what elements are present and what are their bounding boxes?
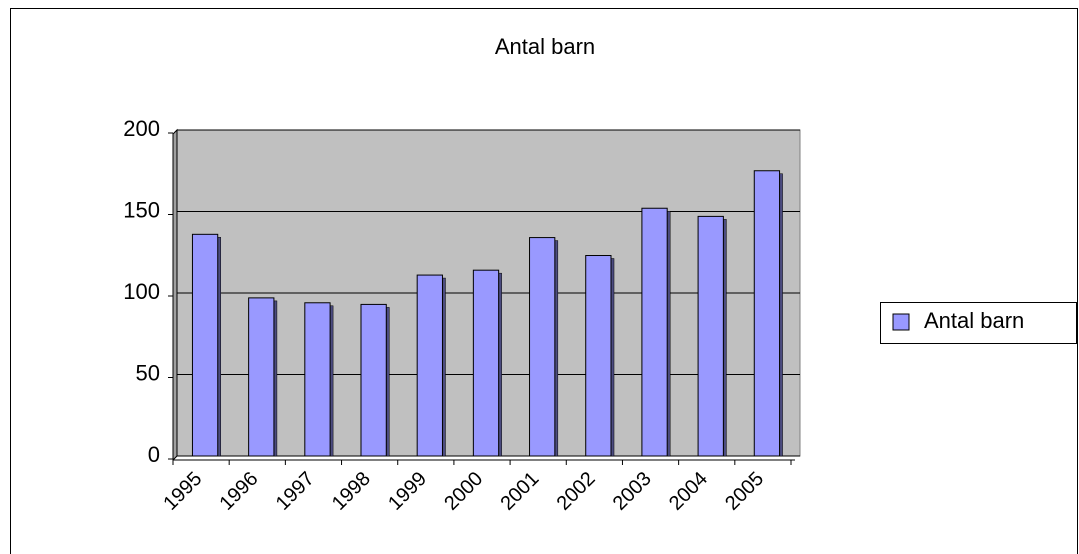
y-tick-label: 150 (123, 197, 160, 222)
bar (529, 237, 556, 457)
chart-title: Antal barn (495, 34, 595, 59)
plot-wall (172, 128, 178, 462)
bar (191, 233, 219, 457)
y-tick-label: 0 (148, 442, 160, 467)
bar (753, 170, 781, 457)
bar (416, 274, 443, 457)
bar (472, 269, 500, 457)
legend-swatch (892, 313, 910, 331)
bar (360, 303, 387, 457)
y-tick-label: 50 (136, 360, 160, 385)
bar (248, 297, 275, 457)
bar (697, 215, 724, 457)
y-tick-label: 200 (123, 116, 160, 141)
y-tick-label: 100 (123, 279, 160, 304)
bar (585, 255, 612, 457)
bar (304, 302, 331, 457)
bar (641, 207, 668, 457)
legend-box (880, 302, 1077, 344)
legend-label: Antal barn (924, 308, 1024, 333)
